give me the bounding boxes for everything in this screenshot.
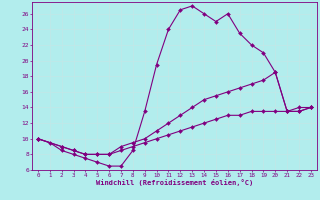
X-axis label: Windchill (Refroidissement éolien,°C): Windchill (Refroidissement éolien,°C) [96, 179, 253, 186]
